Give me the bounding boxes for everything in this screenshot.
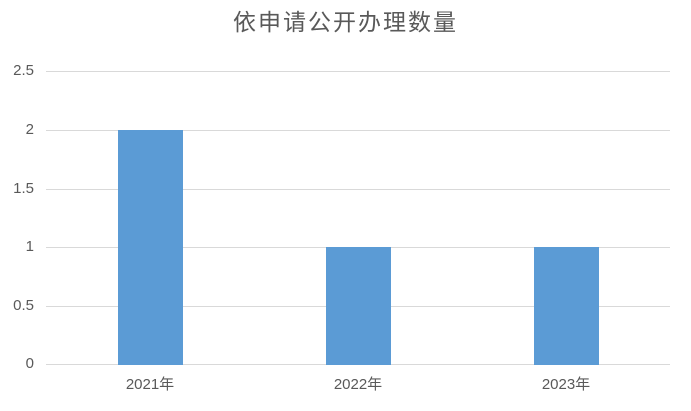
gridline xyxy=(46,71,670,72)
x-category-label: 2022年 xyxy=(333,376,383,393)
y-tick-label: 1.5 xyxy=(13,180,34,197)
y-tick-label: 2 xyxy=(25,121,34,138)
y-tick-label: 2.5 xyxy=(13,62,34,79)
bar xyxy=(534,247,599,365)
y-tick-label: 0.5 xyxy=(13,297,34,314)
bar xyxy=(326,247,391,365)
chart-title: 依申请公开办理数量 xyxy=(233,10,458,36)
y-axis: 0 0.5 1 1.5 2 2.5 xyxy=(0,62,38,372)
bar xyxy=(118,130,183,365)
x-axis: 2021年 2022年 2023年 xyxy=(46,372,670,398)
x-category-label: 2021年 xyxy=(125,376,175,393)
y-tick-label: 1 xyxy=(25,238,34,255)
gridline xyxy=(46,189,670,190)
gridline xyxy=(46,130,670,131)
y-tick-label: 0 xyxy=(25,355,34,372)
x-category-label: 2023年 xyxy=(541,376,591,393)
plot-area xyxy=(46,71,670,365)
